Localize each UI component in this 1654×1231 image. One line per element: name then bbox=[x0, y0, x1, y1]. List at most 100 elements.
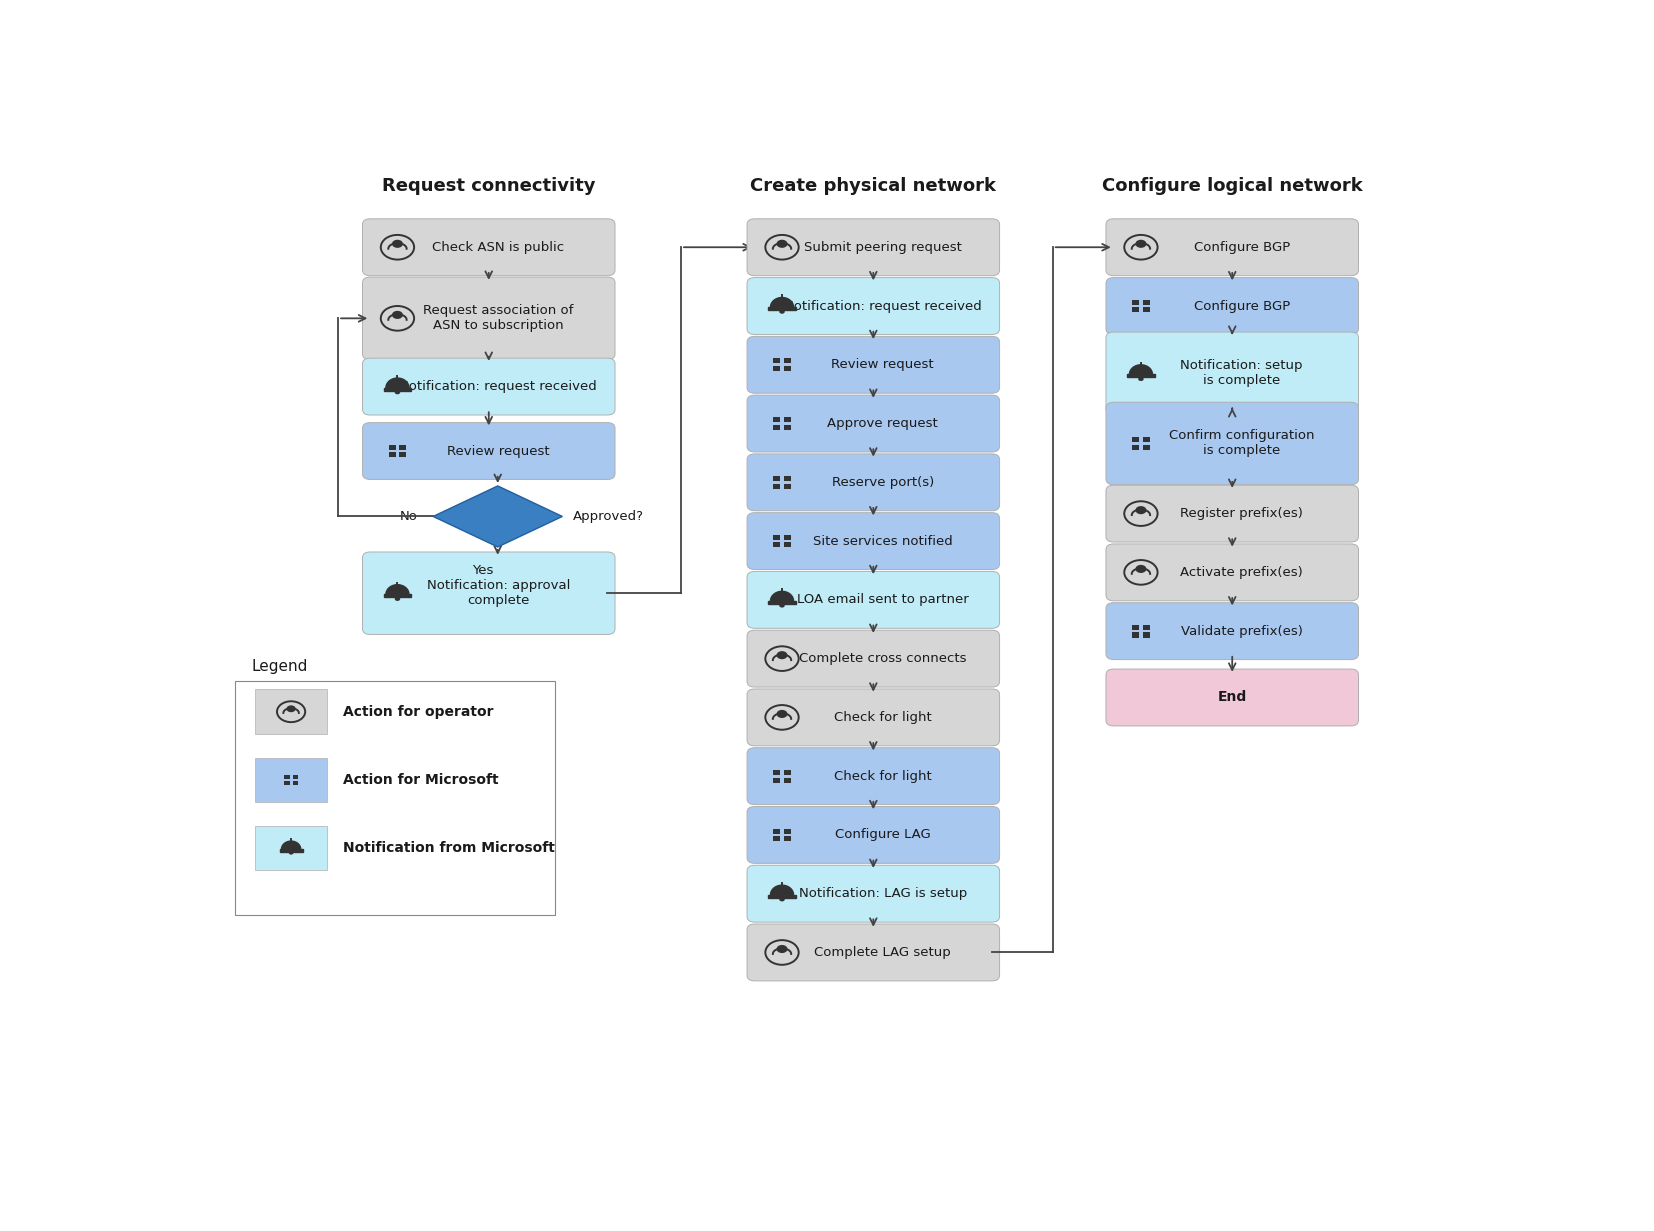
Polygon shape bbox=[767, 895, 796, 897]
Polygon shape bbox=[280, 849, 303, 852]
Circle shape bbox=[286, 705, 296, 713]
FancyBboxPatch shape bbox=[748, 689, 999, 746]
Polygon shape bbox=[384, 388, 412, 390]
Text: Register prefix(es): Register prefix(es) bbox=[1181, 507, 1303, 521]
Polygon shape bbox=[767, 601, 796, 604]
FancyBboxPatch shape bbox=[774, 769, 781, 774]
Text: Submit peering request: Submit peering request bbox=[804, 241, 961, 254]
FancyBboxPatch shape bbox=[748, 454, 999, 511]
Circle shape bbox=[392, 240, 404, 247]
Text: End: End bbox=[1217, 691, 1247, 704]
Circle shape bbox=[1135, 240, 1146, 247]
FancyBboxPatch shape bbox=[293, 774, 298, 779]
Circle shape bbox=[1135, 565, 1146, 572]
FancyBboxPatch shape bbox=[774, 778, 781, 783]
Text: Confirm configuration
is complete: Confirm configuration is complete bbox=[1169, 430, 1315, 458]
FancyBboxPatch shape bbox=[1133, 308, 1140, 313]
Polygon shape bbox=[385, 585, 409, 595]
Text: Notification: request received: Notification: request received bbox=[784, 299, 982, 313]
Text: Configure BGP: Configure BGP bbox=[1194, 241, 1290, 254]
FancyBboxPatch shape bbox=[784, 769, 791, 774]
Polygon shape bbox=[433, 486, 562, 547]
Circle shape bbox=[779, 310, 784, 314]
Polygon shape bbox=[771, 885, 794, 895]
Text: Request connectivity: Request connectivity bbox=[382, 176, 595, 194]
FancyBboxPatch shape bbox=[774, 358, 781, 363]
Polygon shape bbox=[385, 378, 409, 388]
FancyBboxPatch shape bbox=[748, 512, 999, 570]
FancyBboxPatch shape bbox=[1133, 444, 1140, 449]
FancyBboxPatch shape bbox=[774, 828, 781, 833]
FancyBboxPatch shape bbox=[774, 836, 781, 841]
Text: Create physical network: Create physical network bbox=[751, 176, 996, 194]
FancyBboxPatch shape bbox=[774, 484, 781, 489]
Polygon shape bbox=[767, 308, 796, 310]
Text: No: No bbox=[400, 510, 418, 523]
FancyBboxPatch shape bbox=[399, 444, 407, 449]
FancyBboxPatch shape bbox=[1107, 670, 1358, 726]
Text: Action for Microsoft: Action for Microsoft bbox=[344, 773, 500, 787]
FancyBboxPatch shape bbox=[362, 219, 615, 276]
FancyBboxPatch shape bbox=[1107, 332, 1358, 415]
Text: Activate prefix(es): Activate prefix(es) bbox=[1181, 566, 1303, 579]
FancyBboxPatch shape bbox=[235, 682, 556, 915]
Text: Configure logical network: Configure logical network bbox=[1102, 176, 1363, 194]
Circle shape bbox=[776, 710, 787, 718]
FancyBboxPatch shape bbox=[784, 543, 791, 548]
Text: LOA email sent to partner: LOA email sent to partner bbox=[797, 593, 969, 607]
Polygon shape bbox=[1130, 364, 1153, 374]
Text: Site services notified: Site services notified bbox=[812, 534, 953, 548]
FancyBboxPatch shape bbox=[1143, 299, 1150, 304]
FancyBboxPatch shape bbox=[748, 865, 999, 922]
FancyBboxPatch shape bbox=[284, 774, 289, 779]
FancyBboxPatch shape bbox=[1107, 544, 1358, 601]
Text: Yes: Yes bbox=[471, 564, 493, 577]
Circle shape bbox=[776, 240, 787, 247]
FancyBboxPatch shape bbox=[784, 358, 791, 363]
Polygon shape bbox=[384, 595, 412, 597]
Text: Configure BGP: Configure BGP bbox=[1194, 299, 1290, 313]
FancyBboxPatch shape bbox=[1107, 219, 1358, 276]
FancyBboxPatch shape bbox=[774, 543, 781, 548]
FancyBboxPatch shape bbox=[774, 534, 781, 539]
FancyBboxPatch shape bbox=[1143, 437, 1150, 442]
FancyBboxPatch shape bbox=[774, 476, 781, 481]
FancyBboxPatch shape bbox=[1133, 633, 1140, 638]
Circle shape bbox=[395, 597, 400, 601]
Text: Notification from Microsoft: Notification from Microsoft bbox=[344, 841, 556, 856]
FancyBboxPatch shape bbox=[748, 219, 999, 276]
FancyBboxPatch shape bbox=[784, 534, 791, 539]
Circle shape bbox=[1135, 506, 1146, 515]
Circle shape bbox=[779, 603, 784, 608]
FancyBboxPatch shape bbox=[399, 453, 407, 458]
FancyBboxPatch shape bbox=[784, 828, 791, 833]
FancyBboxPatch shape bbox=[784, 476, 791, 481]
Text: Configure LAG: Configure LAG bbox=[835, 828, 931, 842]
Text: Notification: request received: Notification: request received bbox=[399, 380, 597, 393]
FancyBboxPatch shape bbox=[748, 630, 999, 687]
FancyBboxPatch shape bbox=[362, 358, 615, 415]
FancyBboxPatch shape bbox=[784, 836, 791, 841]
FancyBboxPatch shape bbox=[774, 425, 781, 430]
FancyBboxPatch shape bbox=[748, 806, 999, 863]
FancyBboxPatch shape bbox=[389, 453, 395, 458]
FancyBboxPatch shape bbox=[255, 689, 327, 734]
Circle shape bbox=[776, 651, 787, 660]
Circle shape bbox=[289, 851, 293, 854]
FancyBboxPatch shape bbox=[748, 924, 999, 981]
Text: Legend: Legend bbox=[251, 659, 308, 673]
FancyBboxPatch shape bbox=[1133, 299, 1140, 304]
FancyBboxPatch shape bbox=[784, 417, 791, 422]
Text: Review request: Review request bbox=[832, 358, 935, 372]
FancyBboxPatch shape bbox=[784, 484, 791, 489]
FancyBboxPatch shape bbox=[1143, 633, 1150, 638]
FancyBboxPatch shape bbox=[1107, 485, 1358, 542]
FancyBboxPatch shape bbox=[362, 422, 615, 480]
Text: Approved?: Approved? bbox=[572, 510, 643, 523]
FancyBboxPatch shape bbox=[362, 551, 615, 634]
Circle shape bbox=[392, 310, 404, 319]
FancyBboxPatch shape bbox=[1143, 625, 1150, 630]
Text: Review request: Review request bbox=[447, 444, 549, 458]
Text: Check for light: Check for light bbox=[834, 769, 931, 783]
Circle shape bbox=[1138, 377, 1143, 382]
